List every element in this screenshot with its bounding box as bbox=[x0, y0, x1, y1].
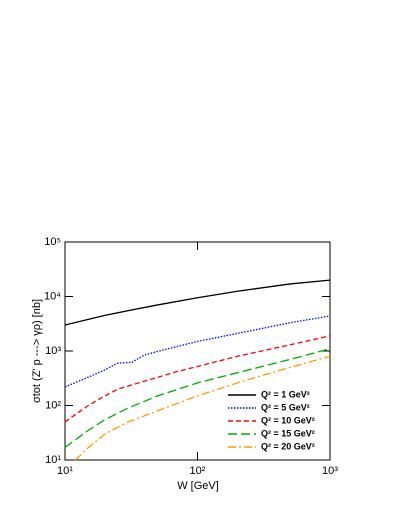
series-line bbox=[64, 348, 331, 448]
x-tick-label: 10² bbox=[190, 465, 206, 477]
series-line bbox=[64, 335, 331, 423]
legend-label: Q² = 1 GeV² bbox=[261, 389, 310, 399]
y-axis-label: σtot (Z' p ---> γρ) [nb] bbox=[31, 299, 43, 403]
x-tick-label: 10¹ bbox=[57, 465, 73, 477]
series-line bbox=[64, 315, 331, 388]
y-tick-label: 10² bbox=[45, 399, 61, 411]
plot-frame bbox=[64, 241, 331, 461]
series-line bbox=[64, 279, 331, 326]
legend-label: Q² = 15 GeV² bbox=[261, 428, 315, 438]
y-tick-label: 10¹ bbox=[45, 454, 61, 466]
y-tick-label: 10³ bbox=[45, 345, 61, 357]
y-tick-label: 10⁵ bbox=[44, 236, 61, 248]
series-line bbox=[75, 355, 331, 461]
x-axis-label: W [GeV] bbox=[177, 480, 219, 492]
x-tick-label: 10³ bbox=[322, 465, 338, 477]
y-tick-label: 10⁴ bbox=[44, 290, 61, 302]
legend-label: Q² = 5 GeV² bbox=[261, 402, 310, 412]
legend-label: Q² = 20 GeV² bbox=[261, 441, 315, 451]
legend-label: Q² = 10 GeV² bbox=[261, 415, 315, 425]
